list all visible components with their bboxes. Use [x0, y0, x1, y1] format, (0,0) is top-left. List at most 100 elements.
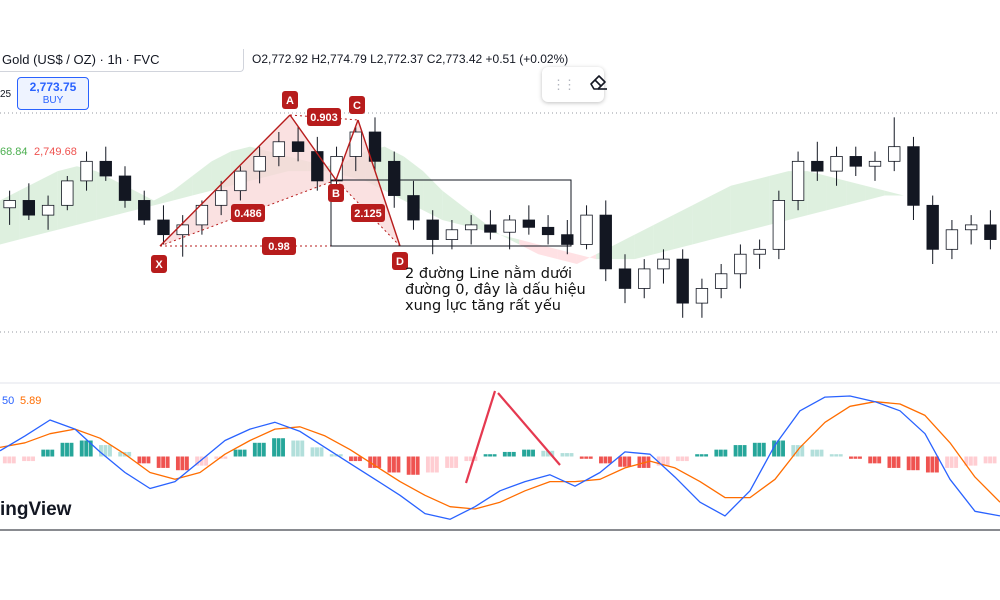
- cloud-segment: [846, 180, 866, 206]
- macd-hist-bar: [180, 456, 185, 471]
- macd-hist-bar: [973, 456, 978, 466]
- macd-hist-bar: [810, 449, 815, 457]
- cloud-segment: [884, 190, 904, 196]
- macd-hist-bar: [550, 450, 555, 457]
- macd-hist-bar: [79, 440, 84, 457]
- drag-handle-icon[interactable]: ⋮⋮: [552, 76, 576, 92]
- trend-drawings[interactable]: [464, 390, 561, 484]
- macd-hist-bar: [242, 449, 247, 457]
- macd-signal-line: [0, 401, 1000, 510]
- candle-body: [522, 219, 536, 228]
- candle-body: [868, 160, 882, 167]
- macd-hist-bar: [522, 449, 527, 457]
- symbol-header-box[interactable]: [0, 49, 244, 72]
- macd-hist-bar: [329, 454, 334, 457]
- eraser-icon[interactable]: [588, 73, 608, 96]
- macd-hist-bar: [531, 449, 535, 457]
- macd-hist-bar: [445, 456, 450, 468]
- macd-hist-bar: [295, 440, 300, 457]
- macd-hist-bar: [911, 456, 916, 471]
- pattern-ratio-badge: [262, 237, 296, 255]
- macd-hist-bar: [849, 456, 853, 459]
- candle-body: [22, 200, 36, 216]
- macd-hist-bar: [569, 453, 574, 457]
- symbol-title[interactable]: Gold (US$ / OZ) · 1h · FVC: [2, 52, 160, 67]
- cloud-segment: [634, 224, 654, 260]
- macd-hist-bar: [622, 456, 627, 467]
- macd-hist-bar: [65, 442, 69, 457]
- pattern-ratio-label: 0.903: [310, 112, 338, 124]
- candle-body: [253, 156, 266, 172]
- trend-line-down[interactable]: [497, 392, 561, 466]
- macd-hist-bar: [391, 456, 396, 473]
- candle-body: [368, 131, 382, 162]
- macd-hist-bar: [872, 456, 877, 464]
- macd-hist-bar: [99, 445, 103, 457]
- macd-hist-bar: [272, 438, 277, 457]
- cloud-segment: [423, 171, 443, 220]
- macd-hist-bar: [704, 454, 709, 457]
- macd-hist-bar: [723, 449, 728, 457]
- macd-hist-bar: [165, 456, 170, 468]
- macd-hist-bar: [675, 456, 680, 462]
- macd-hist-bar: [925, 456, 930, 473]
- trend-line-up[interactable]: [464, 390, 497, 484]
- rectangle-drawing[interactable]: [330, 179, 572, 247]
- macd-hist-bar: [31, 456, 35, 462]
- macd-hist-bar: [992, 456, 997, 464]
- macd-hist-bar: [772, 440, 777, 457]
- macd-hist-bar: [819, 449, 824, 457]
- macd-hist-bar: [7, 456, 12, 464]
- macd-hist-bar: [464, 456, 469, 462]
- candle-body: [657, 258, 670, 270]
- macd-hist-bar: [930, 456, 935, 473]
- cloud-segment: [538, 244, 558, 260]
- macd-hist-bar: [791, 445, 796, 457]
- candle-body: [772, 200, 786, 250]
- candle-body: [561, 234, 574, 245]
- macd-hist-bar: [454, 456, 459, 468]
- candle-body: [99, 160, 112, 177]
- macd-hist-bar: [603, 456, 608, 464]
- macd-hist-bar: [387, 456, 392, 473]
- candle-body: [61, 180, 74, 206]
- macd-hist-bar: [560, 453, 565, 457]
- macd-hist-bar: [680, 456, 685, 462]
- macd-hist-bar: [838, 454, 843, 457]
- pattern-point-badge: [328, 184, 344, 202]
- chart-grid: [0, 112, 1000, 333]
- pattern-point-label: C: [353, 100, 361, 112]
- macd-hist-bar: [915, 456, 920, 471]
- macd-hist-bar: [877, 456, 882, 464]
- macd-hist-bar: [853, 456, 858, 459]
- macd-hist-bar: [372, 456, 377, 468]
- candle-body: [80, 160, 93, 182]
- candle-body: [349, 131, 362, 157]
- buy-button[interactable]: 2,773.75 BUY: [17, 77, 89, 110]
- cloud-segment: [192, 161, 212, 196]
- macd-hist-bar: [502, 451, 507, 457]
- candle-body: [599, 214, 612, 270]
- pattern-leg: [335, 119, 359, 181]
- macd-hist-bar: [127, 451, 132, 457]
- candle-body: [272, 141, 286, 157]
- cloud-segment: [807, 171, 827, 216]
- macd-hist-bar: [291, 440, 296, 457]
- macd-hist-bar: [238, 449, 243, 457]
- macd-hist-bar: [319, 447, 324, 457]
- cloud-segment: [519, 239, 539, 255]
- cloud-segment: [673, 205, 693, 250]
- macd-hist-bar: [175, 456, 180, 471]
- macd-hist-bar: [108, 445, 112, 457]
- macd-hist-bar: [315, 447, 319, 457]
- macd-hist-bar: [449, 456, 454, 468]
- macd-hist-bar: [26, 456, 31, 462]
- macd-hist-bar: [195, 456, 200, 466]
- macd-hist-bar: [41, 449, 46, 457]
- macd-hist-bar: [204, 456, 209, 466]
- xabcd-pattern-labels: X A B C D 0.486 0.903 2.125 0.98: [151, 91, 408, 273]
- macd-hist-bar: [714, 449, 719, 457]
- macd-hist-bar: [684, 456, 689, 462]
- macd-hist-bar: [656, 456, 661, 466]
